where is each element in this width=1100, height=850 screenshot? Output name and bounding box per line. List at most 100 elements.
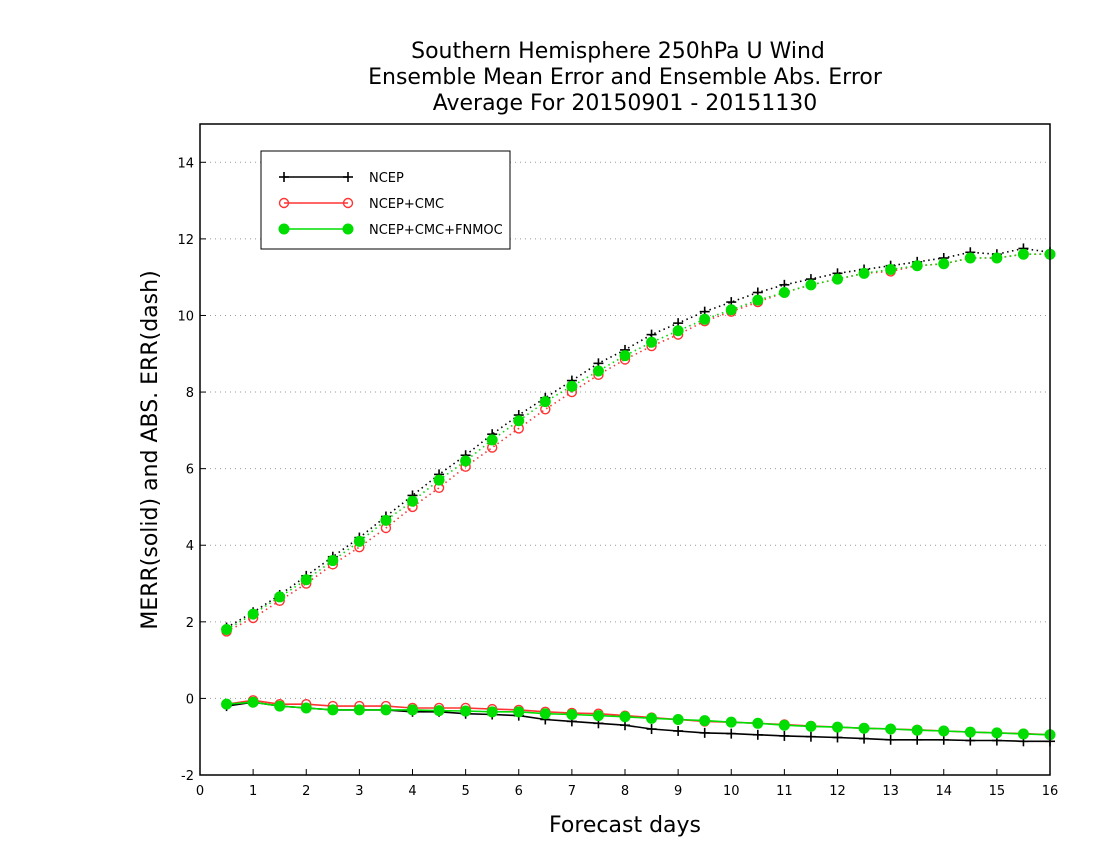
mean-err-point-ncep-cmc-fnmoc [805, 720, 817, 732]
mean-err-point-ncep-cmc-fnmoc [832, 721, 843, 733]
mean-err-point-ncep-cmc-fnmoc [380, 704, 392, 716]
abs-err-line-ncep [226, 247, 1051, 629]
mean-err-point-ncep-cmc-fnmoc [539, 708, 551, 720]
mean-err-point-ncep-cmc-fnmoc [274, 700, 286, 712]
title-line-2: Ensemble Mean Error and Ensemble Abs. Er… [368, 65, 883, 90]
y-tick-label: 4 [186, 539, 194, 554]
mean-err-point-ncep [699, 727, 710, 738]
mean-err-point-ncep-cmc-fnmoc [221, 698, 233, 710]
abs-err-point-ncep-cmc-fnmoc [513, 415, 525, 427]
x-tick-label: 11 [776, 784, 793, 799]
series-ncep [221, 243, 1055, 747]
abs-err-line-ncep-cmc [226, 253, 1050, 633]
mean-err-point-ncep-cmc-fnmoc [353, 704, 365, 716]
mean-err-point-ncep [646, 724, 657, 735]
legend-entries: NCEP NCEP+CMC NCEP+CMC+FNMOC [278, 171, 503, 238]
abs-err-point-ncep-cmc-fnmoc [885, 264, 897, 276]
mean-err-point-ncep-cmc-fnmoc [619, 711, 631, 723]
abs-err-point-ncep-cmc-fnmoc [964, 252, 976, 264]
x-tick-label: 3 [355, 784, 363, 799]
legend-marker-ncep-cmc [278, 197, 290, 209]
abs-err-line-ncep-cmc-fnmoc [226, 253, 1050, 631]
abs-err-point-ncep-cmc-fnmoc [566, 380, 578, 392]
abs-err-point-ncep-cmc-fnmoc [991, 252, 1003, 264]
x-tick-label: 9 [674, 784, 682, 799]
mean-err-point-ncep-cmc-fnmoc [885, 723, 897, 735]
mean-err-point-ncep [726, 728, 737, 739]
mean-err-point-ncep-cmc-fnmoc [486, 706, 498, 718]
mean-err-point-ncep-cmc-fnmoc [778, 719, 790, 731]
legend-box [260, 150, 511, 250]
x-tick-label: 15 [989, 784, 1006, 799]
mean-err-point-ncep-cmc-fnmoc [247, 696, 259, 708]
plot-frame [199, 123, 1051, 776]
abs-err-point-ncep-cmc-fnmoc [300, 574, 312, 586]
chart-title: Southern Hemisphere 250hPa U Wind Ensemb… [368, 39, 883, 116]
abs-err-point-ncep-cmc-fnmoc [221, 623, 233, 635]
legend-marker-ncep [279, 172, 289, 182]
abs-err-point-ncep-cmc-fnmoc [353, 535, 365, 547]
abs-err-point-ncep-cmc-fnmoc [274, 591, 286, 603]
mean-err-point-ncep [805, 731, 816, 742]
mean-err-point-ncep-cmc-fnmoc [592, 710, 604, 722]
abs-err-point-ncep-cmc-fnmoc [486, 434, 498, 446]
abs-err-point-ncep-cmc-fnmoc [1017, 248, 1029, 260]
abs-err-point-ncep-cmc-fnmoc [646, 336, 658, 348]
x-tick-label: 7 [568, 784, 576, 799]
title-line-3: Average For 20150901 - 20151130 [433, 91, 818, 116]
abs-err-point-ncep-cmc-fnmoc [832, 273, 843, 285]
mean-err-point-ncep [885, 734, 896, 745]
gridlines [200, 161, 1050, 776]
mean-err-point-ncep-cmc-fnmoc [725, 716, 737, 728]
y-tick-label: 2 [186, 616, 194, 631]
x-tick-label: 14 [935, 784, 952, 799]
x-tick-label: 12 [829, 784, 846, 799]
mean-err-point-ncep-cmc-fnmoc [752, 717, 764, 729]
y-tick-label: 14 [177, 156, 194, 171]
y-tick-label: 6 [186, 463, 194, 478]
mean-err-point-ncep-cmc-fnmoc [858, 722, 870, 734]
abs-err-point-ncep-cmc-fnmoc [672, 325, 684, 337]
title-line-1: Southern Hemisphere 250hPa U Wind [411, 39, 825, 64]
mean-err-point-ncep [832, 732, 843, 743]
legend-marker-ncep [343, 172, 353, 182]
mean-err-point-ncep-cmc-fnmoc [513, 706, 525, 718]
mean-err-point-ncep-cmc-fnmoc [911, 724, 923, 736]
abs-err-point-ncep-cmc-fnmoc [327, 555, 339, 567]
mean-err-point-ncep [673, 725, 684, 736]
abs-err-point-ncep-cmc-fnmoc [460, 455, 472, 467]
legend-marker-ncep-cmc-fnmoc [278, 223, 290, 235]
series-ncep-cmc-fnmoc [221, 248, 1056, 741]
abs-err-point-ncep-cmc-fnmoc [619, 350, 631, 362]
mean-err-point-ncep-cmc-fnmoc [672, 713, 684, 725]
abs-err-point-ncep-cmc-fnmoc [725, 304, 737, 316]
abs-err-point-ncep-cmc-fnmoc [407, 495, 418, 507]
x-tick-label: 10 [723, 784, 740, 799]
abs-err-point-ncep-cmc-fnmoc [938, 258, 950, 270]
y-tick-label: 10 [177, 309, 194, 324]
x-tick-label: 16 [1042, 784, 1059, 799]
mean-err-point-ncep [752, 729, 763, 740]
x-tick-label: 6 [515, 784, 523, 799]
mean-err-point-ncep-cmc-fnmoc [646, 712, 658, 724]
series-group [221, 243, 1056, 747]
x-tick-label: 5 [461, 784, 469, 799]
mean-err-point-ncep-cmc-fnmoc [991, 727, 1003, 739]
legend: NCEP NCEP+CMC NCEP+CMC+FNMOC [260, 150, 511, 250]
x-tick-label: 1 [249, 784, 257, 799]
mean-err-point-ncep-cmc-fnmoc [566, 708, 578, 720]
x-tick-label: 4 [408, 784, 416, 799]
y-tick-label: 12 [177, 233, 194, 248]
legend-marker-ncep-cmc-fnmoc [342, 223, 354, 235]
abs-err-point-ncep-cmc-fnmoc [592, 365, 604, 377]
abs-err-point-ncep-cmc-fnmoc [805, 279, 817, 291]
y-tick-label: -2 [181, 769, 194, 784]
mean-err-point-ncep [779, 730, 790, 741]
mean-err-line-ncep [226, 701, 1050, 743]
abs-err-point-ncep-cmc-fnmoc [752, 294, 764, 306]
x-tick-label: 13 [882, 784, 899, 799]
legend-label-ncep-cmc-fnmoc: NCEP+CMC+FNMOC [369, 223, 503, 238]
mean-err-line-ncep-cmc-fnmoc [226, 701, 1051, 736]
